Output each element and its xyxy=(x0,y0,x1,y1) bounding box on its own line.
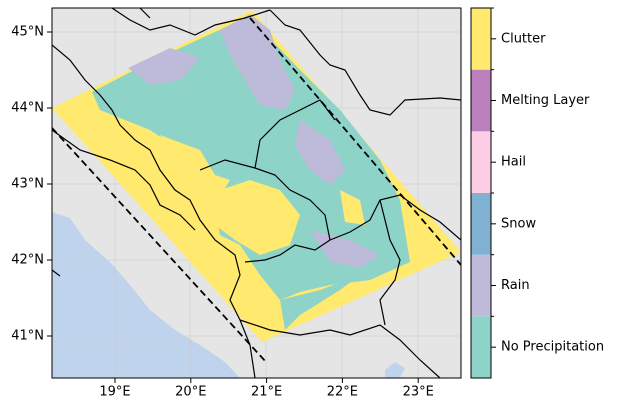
colorbar-frame xyxy=(470,7,492,379)
colorbar-label: Snow xyxy=(501,216,536,231)
lat-tick-label: 44°N xyxy=(11,101,44,116)
colorbar-label: Clutter xyxy=(501,31,546,46)
colorbar-label: Melting Layer xyxy=(501,93,590,108)
lon-tick-label: 23°E xyxy=(403,385,434,400)
axes-frame xyxy=(51,7,462,379)
colorbar-label: Rain xyxy=(501,278,530,293)
colorbar-segment xyxy=(471,131,491,193)
lon-tick-label: 20°E xyxy=(175,385,206,400)
sea xyxy=(385,362,405,378)
colorbar-segment xyxy=(471,254,491,317)
colorbar-label: Hail xyxy=(501,155,526,170)
colorbar-segment xyxy=(471,69,491,132)
lon-tick-label: 21°E xyxy=(251,385,282,400)
lat-tick-label: 41°N xyxy=(11,329,44,344)
no-precipitation-area xyxy=(92,25,410,330)
lon-tick-label: 22°E xyxy=(327,385,358,400)
lat-tick-label: 42°N xyxy=(11,253,44,268)
clutter-patches xyxy=(160,135,365,255)
colorbar-segment xyxy=(471,316,491,378)
ticks: 41°N 42°N 43°N 44°N 45°N 19°E 20°E 21°E 22°E 23°E xyxy=(11,25,434,400)
rain-area xyxy=(128,14,380,268)
colorbar-segment xyxy=(471,8,491,70)
lat-tick-label: 43°N xyxy=(11,177,44,192)
sea xyxy=(52,212,240,378)
lat-tick-label: 45°N xyxy=(11,25,44,40)
colorbar-label: No Precipitation xyxy=(501,340,604,355)
borders xyxy=(52,8,461,378)
colorbar: No Precipitation Rain Snow Hail Melting Laye… xyxy=(470,7,604,379)
swath-edge xyxy=(52,17,461,363)
lon-tick-label: 19°E xyxy=(99,385,130,400)
colorbar-segment xyxy=(471,193,491,255)
map-area xyxy=(52,8,461,378)
